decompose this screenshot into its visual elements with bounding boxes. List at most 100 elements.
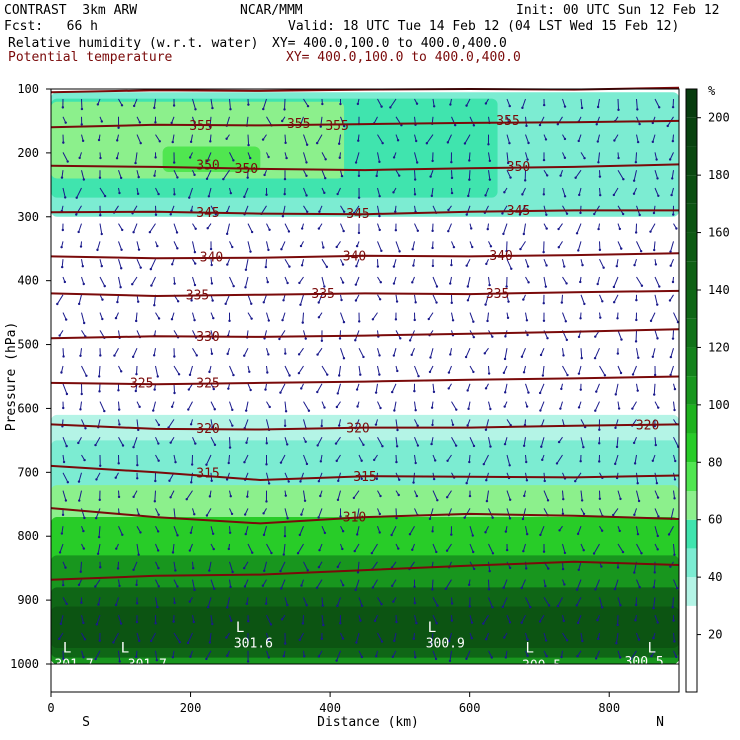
wind-vector-head xyxy=(288,374,291,377)
wind-vector xyxy=(60,615,64,624)
wind-vector xyxy=(615,383,619,395)
wind-vector xyxy=(562,348,565,356)
wind-vector-head xyxy=(168,479,171,482)
wind-vector-head xyxy=(77,230,80,234)
wind-vector-head xyxy=(211,622,214,626)
wind-vector xyxy=(466,205,471,215)
wind-vector xyxy=(118,276,122,288)
colorbar-segment xyxy=(686,404,697,434)
wind-vector-head xyxy=(597,227,600,231)
wind-vector-head xyxy=(117,495,121,499)
wind-vector-head xyxy=(669,565,672,568)
wind-vector-head xyxy=(598,175,602,178)
wind-vector-head xyxy=(94,516,98,520)
wind-vector xyxy=(303,597,308,606)
wind-vector xyxy=(525,312,528,321)
wind-vector xyxy=(469,543,474,553)
wind-vector-head xyxy=(154,479,157,483)
wind-vector-head xyxy=(300,387,303,390)
wind-vector-head xyxy=(650,654,653,658)
wind-vector xyxy=(373,116,378,124)
wind-vector-head xyxy=(392,282,396,285)
wind-vector-head xyxy=(541,374,545,377)
wind-vector-head xyxy=(188,156,192,159)
wind-vector-head xyxy=(341,637,345,640)
wind-vector xyxy=(377,187,381,197)
wind-vector-head xyxy=(284,494,287,497)
wind-vector-head xyxy=(316,353,319,356)
wind-vector-head xyxy=(152,409,155,412)
theta-contour xyxy=(50,328,680,340)
wind-vector xyxy=(653,579,656,588)
wind-vector-head xyxy=(561,512,565,515)
wind-vector-head xyxy=(174,569,177,572)
wind-vector xyxy=(654,330,658,339)
wind-vector xyxy=(284,597,288,606)
wind-vector xyxy=(430,632,434,644)
wind-vector-head xyxy=(222,177,225,181)
wind-vector xyxy=(525,152,529,160)
wind-vector xyxy=(316,579,323,589)
wind-vector xyxy=(358,347,364,358)
wind-vector xyxy=(173,454,177,463)
wind-vector xyxy=(210,419,213,428)
wind-vector-head xyxy=(538,620,542,623)
wind-vector-head xyxy=(467,194,470,198)
wind-vector-head xyxy=(229,585,232,589)
colorbar-segment xyxy=(686,117,697,147)
wind-vector-head xyxy=(557,227,560,231)
wind-vector-head xyxy=(522,444,526,448)
wind-vector-head xyxy=(156,530,160,533)
wind-vector xyxy=(99,223,103,235)
wind-vector xyxy=(135,152,138,164)
wind-vector-head xyxy=(116,300,119,304)
wind-vector xyxy=(94,579,101,587)
wind-vector-head xyxy=(79,570,82,573)
wind-vector-head xyxy=(193,250,197,254)
colorbar-tick-label: 200 xyxy=(708,111,730,125)
colorbar-segment xyxy=(686,433,697,463)
wind-vector xyxy=(562,259,565,267)
wind-vector-head xyxy=(656,534,659,538)
wind-vector xyxy=(377,632,383,642)
wind-vector xyxy=(136,632,140,641)
wind-vector-head xyxy=(656,337,659,340)
wind-vector-head xyxy=(597,161,600,164)
wind-vector-head xyxy=(636,140,640,144)
wind-vector-head xyxy=(378,531,381,534)
wind-vector-head xyxy=(596,140,599,143)
wind-vector xyxy=(247,223,253,233)
wind-vector-head xyxy=(617,156,620,160)
wind-vector-head xyxy=(247,143,250,147)
wind-vector-head xyxy=(378,298,382,301)
wind-vector xyxy=(486,490,489,502)
wind-vector xyxy=(673,579,678,589)
wind-vector-head xyxy=(232,373,235,377)
wind-vector-head xyxy=(484,387,488,390)
wind-vector-head xyxy=(413,318,416,322)
wind-vector-head xyxy=(378,373,381,376)
wind-vector-head xyxy=(79,354,82,357)
wind-vector-head xyxy=(484,531,487,534)
wind-vector-head xyxy=(463,516,466,519)
wind-vector-head xyxy=(539,533,542,537)
contour-label: 335 xyxy=(486,287,509,302)
wind-vector-head xyxy=(465,213,468,216)
wind-vector-head xyxy=(355,244,359,248)
wind-vector xyxy=(466,98,471,106)
wind-vector xyxy=(62,312,67,320)
wind-vector-head xyxy=(501,605,504,609)
wind-vector-head xyxy=(612,193,616,197)
wind-vector xyxy=(155,597,158,608)
wind-vector xyxy=(506,152,509,164)
wind-vector-head xyxy=(95,478,98,481)
wind-vector-head xyxy=(243,585,247,588)
wind-vector-head xyxy=(282,299,285,302)
wind-vector xyxy=(654,152,658,160)
wind-vector-head xyxy=(303,655,306,658)
wind-vector-head xyxy=(371,318,375,321)
wind-vector-head xyxy=(378,160,381,164)
wind-vector-head xyxy=(502,232,505,236)
wind-vector-head xyxy=(392,265,396,268)
